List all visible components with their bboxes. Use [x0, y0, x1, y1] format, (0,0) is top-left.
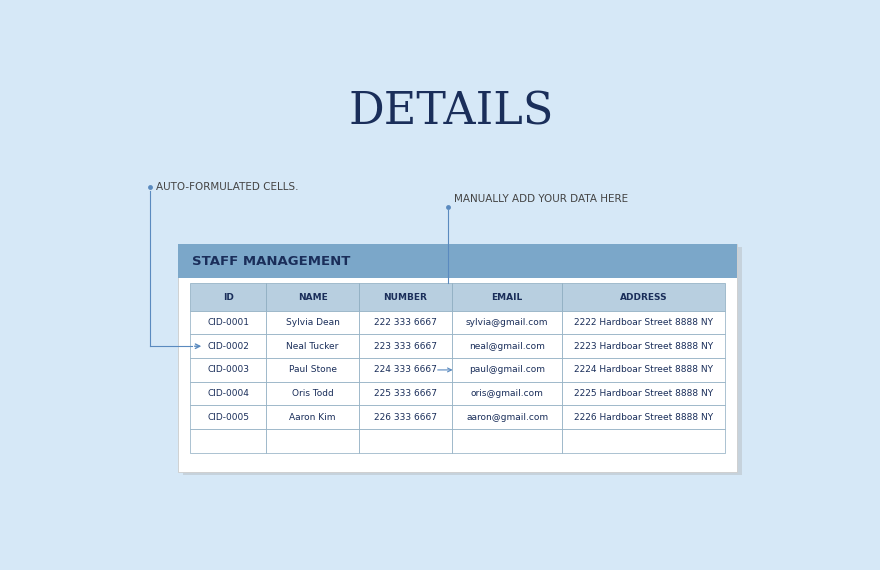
Text: 226 333 6667: 226 333 6667	[374, 413, 437, 422]
Text: Oris Todd: Oris Todd	[291, 389, 334, 398]
FancyBboxPatch shape	[359, 382, 452, 405]
FancyBboxPatch shape	[452, 429, 562, 453]
Text: CID-0003: CID-0003	[208, 365, 249, 374]
FancyBboxPatch shape	[266, 382, 359, 405]
Text: 2223 Hardboar Street 8888 NY: 2223 Hardboar Street 8888 NY	[575, 342, 714, 351]
FancyBboxPatch shape	[452, 405, 562, 429]
FancyBboxPatch shape	[562, 283, 725, 311]
Text: oris@gmail.com: oris@gmail.com	[471, 389, 544, 398]
Text: MANUALLY ADD YOUR DATA HERE: MANUALLY ADD YOUR DATA HERE	[454, 194, 628, 205]
FancyBboxPatch shape	[190, 311, 266, 335]
Text: STAFF MANAGEMENT: STAFF MANAGEMENT	[192, 255, 350, 267]
FancyBboxPatch shape	[190, 405, 266, 429]
FancyBboxPatch shape	[359, 311, 452, 335]
FancyBboxPatch shape	[190, 283, 266, 311]
Text: sylvia@gmail.com: sylvia@gmail.com	[466, 318, 548, 327]
FancyBboxPatch shape	[190, 382, 266, 405]
Text: 2226 Hardboar Street 8888 NY: 2226 Hardboar Street 8888 NY	[575, 413, 714, 422]
FancyBboxPatch shape	[562, 358, 725, 382]
Text: 2222 Hardboar Street 8888 NY: 2222 Hardboar Street 8888 NY	[575, 318, 714, 327]
Text: neal@gmail.com: neal@gmail.com	[469, 342, 545, 351]
Text: 2224 Hardboar Street 8888 NY: 2224 Hardboar Street 8888 NY	[575, 365, 714, 374]
Text: CID-0005: CID-0005	[208, 413, 249, 422]
FancyBboxPatch shape	[452, 358, 562, 382]
Text: Sylvia Dean: Sylvia Dean	[286, 318, 340, 327]
FancyBboxPatch shape	[452, 335, 562, 358]
FancyBboxPatch shape	[190, 335, 266, 358]
Text: NAME: NAME	[297, 292, 327, 302]
Text: paul@gmail.com: paul@gmail.com	[469, 365, 546, 374]
Text: CID-0002: CID-0002	[208, 342, 249, 351]
FancyBboxPatch shape	[266, 283, 359, 311]
FancyBboxPatch shape	[266, 358, 359, 382]
Text: 225 333 6667: 225 333 6667	[374, 389, 437, 398]
FancyBboxPatch shape	[190, 358, 266, 382]
FancyBboxPatch shape	[179, 244, 737, 278]
FancyBboxPatch shape	[266, 335, 359, 358]
Text: ID: ID	[223, 292, 234, 302]
Text: EMAIL: EMAIL	[492, 292, 523, 302]
FancyBboxPatch shape	[452, 382, 562, 405]
Text: CID-0004: CID-0004	[208, 389, 249, 398]
Text: ADDRESS: ADDRESS	[620, 292, 668, 302]
FancyBboxPatch shape	[179, 244, 737, 472]
Text: NUMBER: NUMBER	[384, 292, 428, 302]
Text: Neal Tucker: Neal Tucker	[286, 342, 339, 351]
Text: Paul Stone: Paul Stone	[289, 365, 336, 374]
Text: DETAILS: DETAILS	[348, 90, 554, 133]
FancyBboxPatch shape	[562, 382, 725, 405]
FancyBboxPatch shape	[359, 429, 452, 453]
Text: 222 333 6667: 222 333 6667	[374, 318, 437, 327]
FancyBboxPatch shape	[452, 311, 562, 335]
FancyBboxPatch shape	[562, 335, 725, 358]
Text: aaron@gmail.com: aaron@gmail.com	[466, 413, 548, 422]
FancyBboxPatch shape	[266, 429, 359, 453]
Text: 2225 Hardboar Street 8888 NY: 2225 Hardboar Street 8888 NY	[575, 389, 714, 398]
FancyBboxPatch shape	[452, 283, 562, 311]
FancyBboxPatch shape	[562, 405, 725, 429]
FancyBboxPatch shape	[183, 247, 742, 475]
Text: AUTO-FORMULATED CELLS.: AUTO-FORMULATED CELLS.	[157, 182, 299, 192]
FancyBboxPatch shape	[359, 283, 452, 311]
FancyBboxPatch shape	[266, 405, 359, 429]
Text: 224 333 6667: 224 333 6667	[374, 365, 437, 374]
Text: Aaron Kim: Aaron Kim	[290, 413, 336, 422]
FancyBboxPatch shape	[562, 311, 725, 335]
FancyBboxPatch shape	[562, 429, 725, 453]
FancyBboxPatch shape	[359, 405, 452, 429]
FancyBboxPatch shape	[359, 358, 452, 382]
Text: CID-0001: CID-0001	[208, 318, 249, 327]
FancyBboxPatch shape	[359, 335, 452, 358]
Text: 223 333 6667: 223 333 6667	[374, 342, 437, 351]
FancyBboxPatch shape	[266, 311, 359, 335]
FancyBboxPatch shape	[190, 429, 266, 453]
